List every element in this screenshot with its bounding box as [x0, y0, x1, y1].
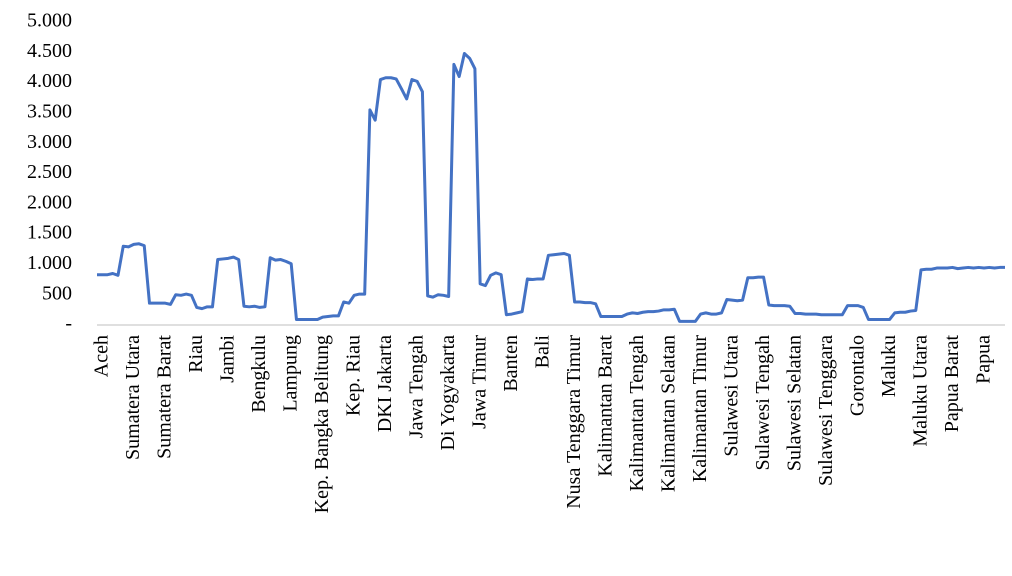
x-tick-label: Aceh: [91, 335, 113, 377]
y-tick-label: 2.500: [27, 161, 72, 183]
x-tick-label: DKI Jakarta: [374, 335, 396, 432]
x-tick-label: Kep. Riau: [343, 335, 365, 416]
x-tick-label: Papua Barat: [941, 335, 963, 433]
y-tick-label: 3.500: [27, 100, 72, 122]
x-tick-label: Sumatera Utara: [122, 335, 144, 460]
x-tick-label: Sulawesi Tengah: [752, 335, 774, 470]
y-tick-label: 1.000: [27, 252, 72, 274]
x-tick-label: Maluku Utara: [909, 335, 931, 447]
x-tick-label: Sulawesi Tenggara: [815, 335, 837, 486]
y-tick-label: 5.000: [27, 10, 72, 32]
y-tick-label: 500: [42, 282, 72, 304]
y-tick-label: 3.000: [27, 131, 72, 153]
y-tick-label: -: [65, 313, 72, 335]
x-tick-label: Bengkulu: [248, 335, 270, 413]
x-tick-label: Di Yogyakarta: [437, 335, 459, 451]
x-tick-label: Sulawesi Utara: [720, 335, 742, 457]
x-tick-label: Kalimantan Barat: [594, 335, 616, 477]
x-tick-label: Kalimantan Selatan: [657, 335, 679, 492]
x-tick-label: Nusa Tenggara Timur: [563, 335, 585, 509]
data-line: [97, 52, 1005, 323]
x-tick-label: Banten: [500, 335, 522, 392]
y-tick-label: 2.000: [27, 191, 72, 213]
y-tick-label: 1.500: [27, 222, 72, 244]
x-tick-label: Kalimantan Timur: [689, 335, 711, 483]
x-tick-label: Riau: [185, 335, 207, 373]
x-tick-label: Jambi: [217, 335, 239, 383]
y-tick-label: 4.000: [27, 70, 72, 92]
y-tick-label: 4.500: [27, 40, 72, 62]
x-tick-label: Maluku: [878, 335, 900, 397]
x-tick-label: Jawa Timur: [468, 335, 490, 429]
x-tick-label: Kep. Bangka Belitung: [311, 335, 333, 513]
x-tick-label: Bali: [531, 335, 553, 369]
x-tick-label: Kalimantan Tengah: [626, 335, 648, 492]
x-tick-label: Lampung: [280, 335, 302, 412]
x-tick-label: Gorontalo: [846, 335, 868, 416]
x-tick-label: Jawa Tengah: [406, 335, 428, 438]
x-tick-label: Sulawesi Selatan: [783, 335, 805, 471]
x-tick-label: Papua: [972, 335, 994, 384]
x-tick-label: Sumatera Barat: [154, 335, 176, 459]
